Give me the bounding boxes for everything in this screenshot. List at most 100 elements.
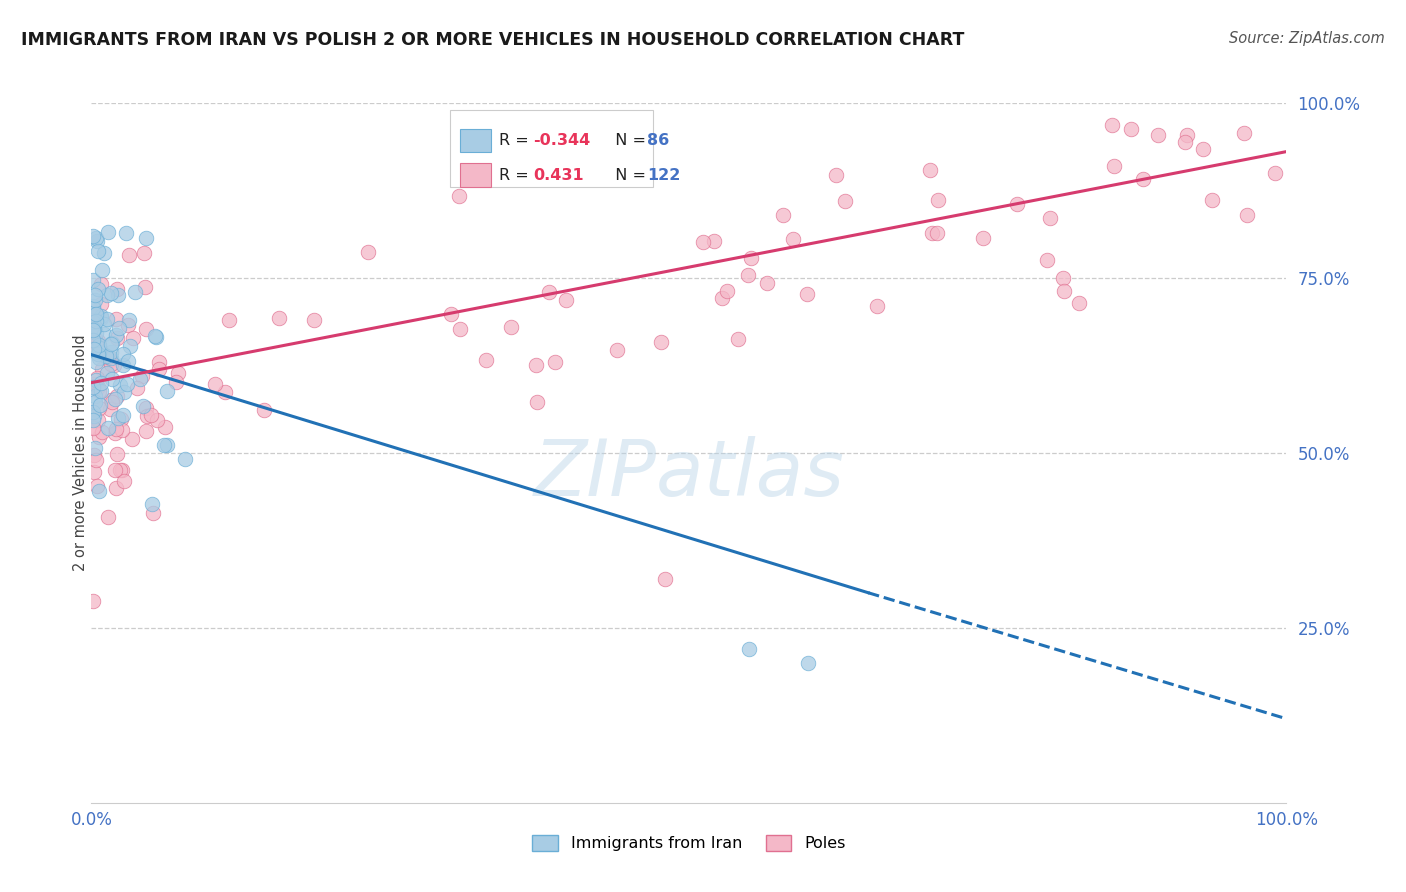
Text: -0.344: -0.344 (533, 133, 591, 148)
Point (104, 463, 127, 477)
Point (91, 262, 114, 277)
Point (440, 307, 463, 321)
Point (96, 287, 118, 301)
Point (86, 234, 108, 248)
Point (89, 337, 111, 351)
Point (87, 244, 110, 258)
Point (84, 453, 107, 467)
Point (110, 412, 132, 426)
Point (101, 395, 124, 409)
Point (135, 401, 157, 415)
Point (82, 380, 104, 394)
Point (84, 354, 107, 368)
Point (1005, 196, 1028, 211)
Point (921, 226, 943, 240)
Point (96, 366, 118, 380)
Point (111, 463, 134, 477)
Point (1104, 160, 1126, 174)
Point (711, 291, 734, 305)
Point (269, 311, 291, 326)
Text: 122: 122 (647, 168, 681, 183)
Point (82, 273, 104, 287)
Point (87, 430, 110, 444)
Point (87, 384, 110, 398)
Point (83, 465, 105, 479)
Point (90, 384, 112, 398)
Text: R =: R = (499, 133, 534, 148)
Text: R =: R = (499, 168, 534, 183)
Point (90, 309, 112, 323)
Point (91, 345, 114, 359)
Point (122, 330, 145, 344)
Point (84, 293, 107, 308)
Point (112, 358, 135, 372)
Point (153, 438, 176, 452)
Point (544, 355, 567, 369)
Point (756, 276, 779, 290)
Point (112, 474, 135, 488)
Point (97, 421, 120, 435)
Point (165, 375, 187, 389)
Point (89, 398, 111, 412)
Point (524, 358, 547, 372)
Point (118, 339, 141, 353)
Point (83, 376, 105, 391)
Point (91, 425, 114, 440)
Point (302, 313, 325, 327)
Point (526, 394, 548, 409)
Point (105, 331, 128, 345)
Point (173, 451, 195, 466)
Point (1101, 118, 1123, 132)
Point (108, 378, 131, 392)
Point (82, 593, 104, 607)
Point (82, 420, 104, 434)
Point (82, 419, 104, 434)
Point (141, 498, 163, 512)
Point (84, 373, 107, 387)
Point (537, 285, 560, 299)
Point (121, 432, 143, 446)
Point (104, 392, 127, 406)
Point (112, 408, 135, 422)
Point (108, 321, 131, 335)
Point (97, 509, 120, 524)
Point (146, 413, 169, 427)
Point (117, 318, 139, 332)
Point (107, 288, 129, 302)
Point (143, 329, 166, 343)
Point (93, 318, 115, 332)
Text: Source: ZipAtlas.com: Source: ZipAtlas.com (1229, 31, 1385, 46)
Point (135, 231, 157, 245)
Point (115, 226, 138, 240)
Point (124, 285, 146, 299)
Point (920, 163, 942, 178)
Point (84, 314, 107, 328)
Point (214, 384, 236, 399)
Point (475, 352, 498, 367)
Point (84, 309, 107, 323)
Point (107, 388, 129, 402)
Point (97, 225, 120, 239)
Point (972, 231, 994, 245)
Point (97, 350, 120, 364)
Point (87, 347, 110, 361)
Point (100, 402, 122, 417)
Point (107, 410, 129, 425)
Y-axis label: 2 or more Vehicles in Household: 2 or more Vehicles in Household (73, 334, 87, 571)
Point (105, 282, 128, 296)
Point (83, 322, 105, 336)
Point (357, 244, 380, 259)
Point (100, 285, 122, 300)
Point (449, 322, 471, 336)
Point (132, 246, 155, 260)
Point (86, 478, 108, 492)
Point (84, 231, 107, 245)
Text: N =: N = (605, 168, 651, 183)
Point (105, 447, 128, 461)
Point (105, 311, 128, 326)
Point (834, 194, 856, 209)
Point (111, 423, 134, 437)
Point (1201, 194, 1223, 208)
Point (103, 358, 125, 372)
Point (692, 235, 714, 250)
